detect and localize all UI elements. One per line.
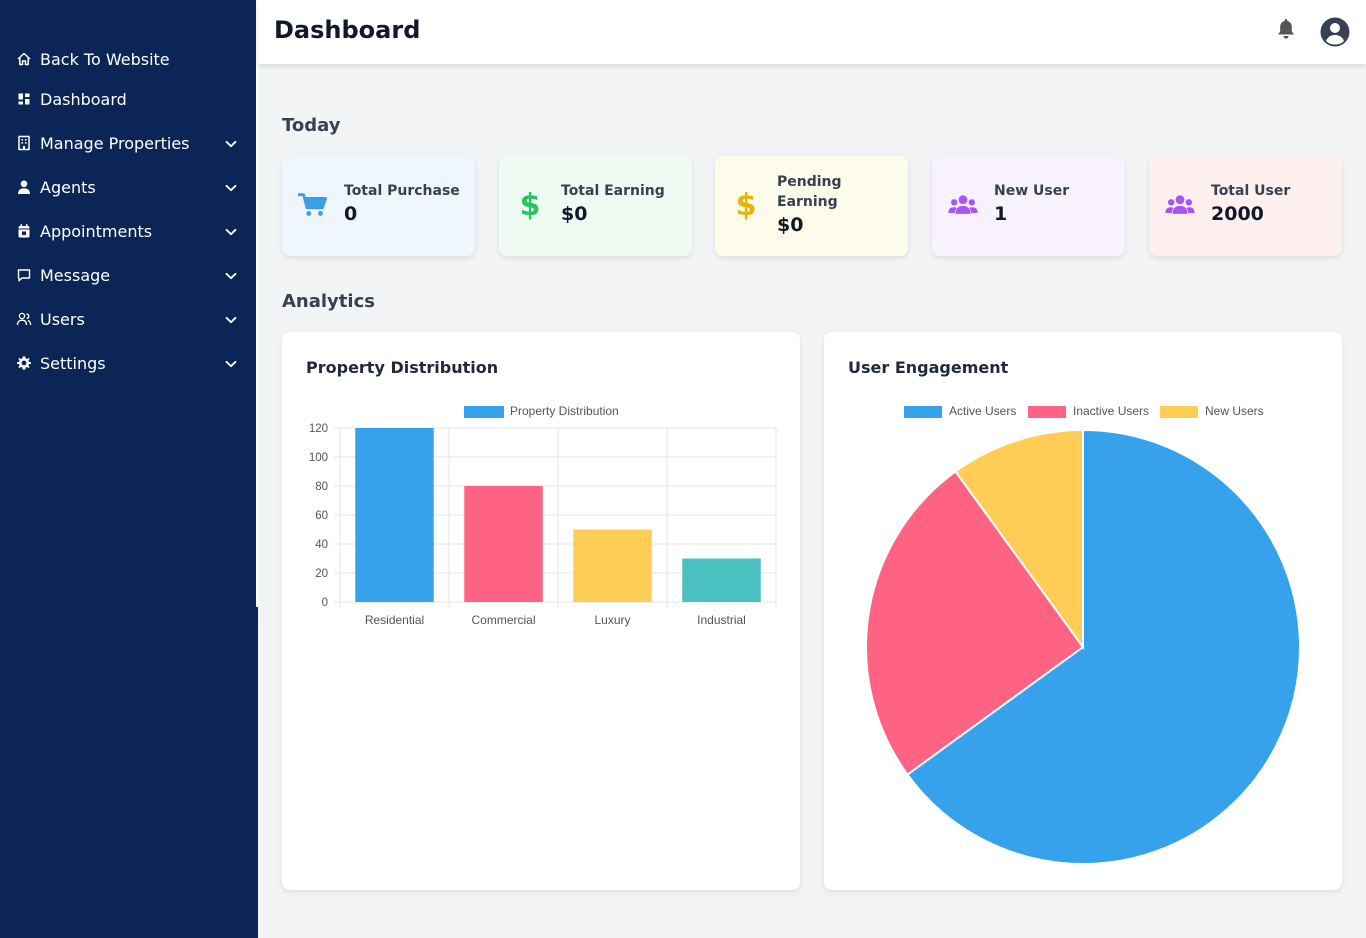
stat-card-total-earning: $ Total Earning $0 — [499, 156, 692, 256]
stat-label: Total Earning — [561, 183, 665, 199]
stat-value: 0 — [344, 203, 358, 225]
user-circle-icon[interactable] — [1320, 17, 1350, 47]
legend-swatch — [464, 406, 504, 418]
legend-label: Active Users — [949, 404, 1016, 418]
property-distribution-title: Property Distribution — [306, 358, 499, 377]
legend-swatch — [904, 406, 942, 418]
top-header: Dashboard — [258, 0, 1366, 64]
y-tick-label: 40 — [315, 539, 328, 551]
stat-label: Total User — [1211, 183, 1291, 199]
sidebar-item-dashboard[interactable]: Dashboard — [16, 84, 246, 114]
bar-commercial[interactable] — [464, 486, 543, 602]
chevron-down-icon[interactable] — [224, 312, 238, 326]
sidebar-item-agents[interactable]: Agents — [16, 172, 246, 202]
sidebar-item-label: Back To Website — [40, 49, 170, 69]
dollar-icon: $ — [735, 187, 757, 223]
sidebar-item-message[interactable]: Message — [16, 260, 246, 290]
stat-card-pending-earning: $ Pending Earning $0 — [715, 156, 908, 256]
page-title: Dashboard — [274, 16, 421, 44]
gear-icon — [16, 355, 32, 371]
analytics-title: Analytics — [282, 291, 375, 312]
legend-label: New Users — [1205, 404, 1264, 418]
chevron-down-icon[interactable] — [224, 356, 238, 370]
x-tick-label: Luxury — [594, 613, 630, 627]
chevron-down-icon[interactable] — [224, 268, 238, 282]
sidebar-item-manage-properties[interactable]: Manage Properties — [16, 128, 246, 158]
sidebar-item-back-to-website[interactable]: Back To Website — [16, 44, 246, 74]
users-icon — [1165, 190, 1195, 220]
y-tick-label: 80 — [315, 481, 328, 493]
sidebar: Back To Website Dashboard Manage Propertie… — [0, 0, 258, 938]
x-tick-label: Industrial — [697, 613, 746, 627]
y-tick-label: 0 — [322, 597, 328, 609]
dollar-icon: $ — [519, 187, 541, 223]
bell-icon[interactable] — [1276, 18, 1296, 40]
chevron-down-icon[interactable] — [224, 180, 238, 194]
user-engagement-card: User Engagement Active Users Inactive Use… — [824, 332, 1342, 890]
chevron-down-icon[interactable] — [224, 136, 238, 150]
sidebar-item-label: Appointments — [40, 221, 153, 241]
user-engagement-title: User Engagement — [848, 358, 1009, 377]
property-distribution-card: Property Distribution Property Distribut… — [282, 332, 800, 890]
property-distribution-chart: Property Distribution 0 20 40 60 80 100 120 Resi… — [309, 404, 777, 627]
stat-card-total-user: Total User 2000 — [1149, 156, 1342, 256]
legend-label: Property Distribution — [510, 404, 619, 418]
stat-label: Pending Earning — [777, 174, 842, 210]
sidebar-item-label: Agents — [40, 177, 96, 197]
sidebar-item-label: Users — [40, 309, 85, 329]
person-icon — [16, 179, 32, 195]
sidebar-item-label: Settings — [40, 353, 106, 373]
users-icon — [16, 311, 32, 327]
sidebar-item-label: Message — [40, 265, 111, 285]
message-icon — [16, 267, 32, 283]
users-icon — [948, 190, 978, 220]
bar-residential[interactable] — [355, 428, 434, 602]
stat-value: 2000 — [1211, 203, 1264, 225]
calendar-icon — [16, 223, 32, 239]
legend-swatch — [1160, 406, 1198, 418]
y-tick-label: 20 — [315, 568, 328, 580]
stat-card-total-purchase: Total Purchase 0 — [282, 156, 475, 256]
sidebar-item-users[interactable]: Users — [16, 304, 246, 334]
home-icon — [16, 51, 32, 67]
today-title: Today — [282, 115, 341, 136]
pie-slice-inactive-users[interactable] — [865, 470, 1085, 776]
stat-label: New User — [994, 183, 1070, 199]
user-engagement-chart: Active Users Inactive Users New Users — [865, 404, 1301, 865]
y-tick-label: 120 — [309, 423, 328, 435]
legend-label: Inactive Users — [1073, 404, 1149, 418]
sidebar-item-appointments[interactable]: Appointments — [16, 216, 246, 246]
bar-industrial[interactable] — [682, 558, 761, 603]
dashboard-icon — [16, 91, 32, 107]
sidebar-edge — [256, 0, 258, 607]
stat-value: 1 — [994, 203, 1008, 225]
legend-swatch — [1028, 406, 1066, 418]
sidebar-item-settings[interactable]: Settings — [16, 348, 246, 378]
x-tick-label: Commercial — [471, 613, 535, 627]
stat-card-new-user: New User 1 — [932, 156, 1125, 256]
stat-value: $0 — [777, 214, 804, 236]
sidebar-item-label: Dashboard — [40, 89, 127, 109]
pie-slice-new-users[interactable] — [954, 428, 1084, 651]
building-icon — [16, 135, 32, 151]
bar-luxury[interactable] — [573, 529, 652, 603]
pie-slice-active-users[interactable] — [906, 428, 1301, 865]
y-tick-label: 60 — [315, 510, 328, 522]
y-tick-label: 100 — [309, 452, 328, 464]
stat-label: Total Purchase — [344, 183, 460, 199]
sidebar-item-label: Manage Properties — [40, 133, 190, 153]
chevron-down-icon[interactable] — [224, 224, 238, 238]
x-tick-label: Residential — [365, 613, 424, 627]
stat-value: $0 — [561, 203, 588, 225]
cart-icon — [298, 190, 328, 220]
